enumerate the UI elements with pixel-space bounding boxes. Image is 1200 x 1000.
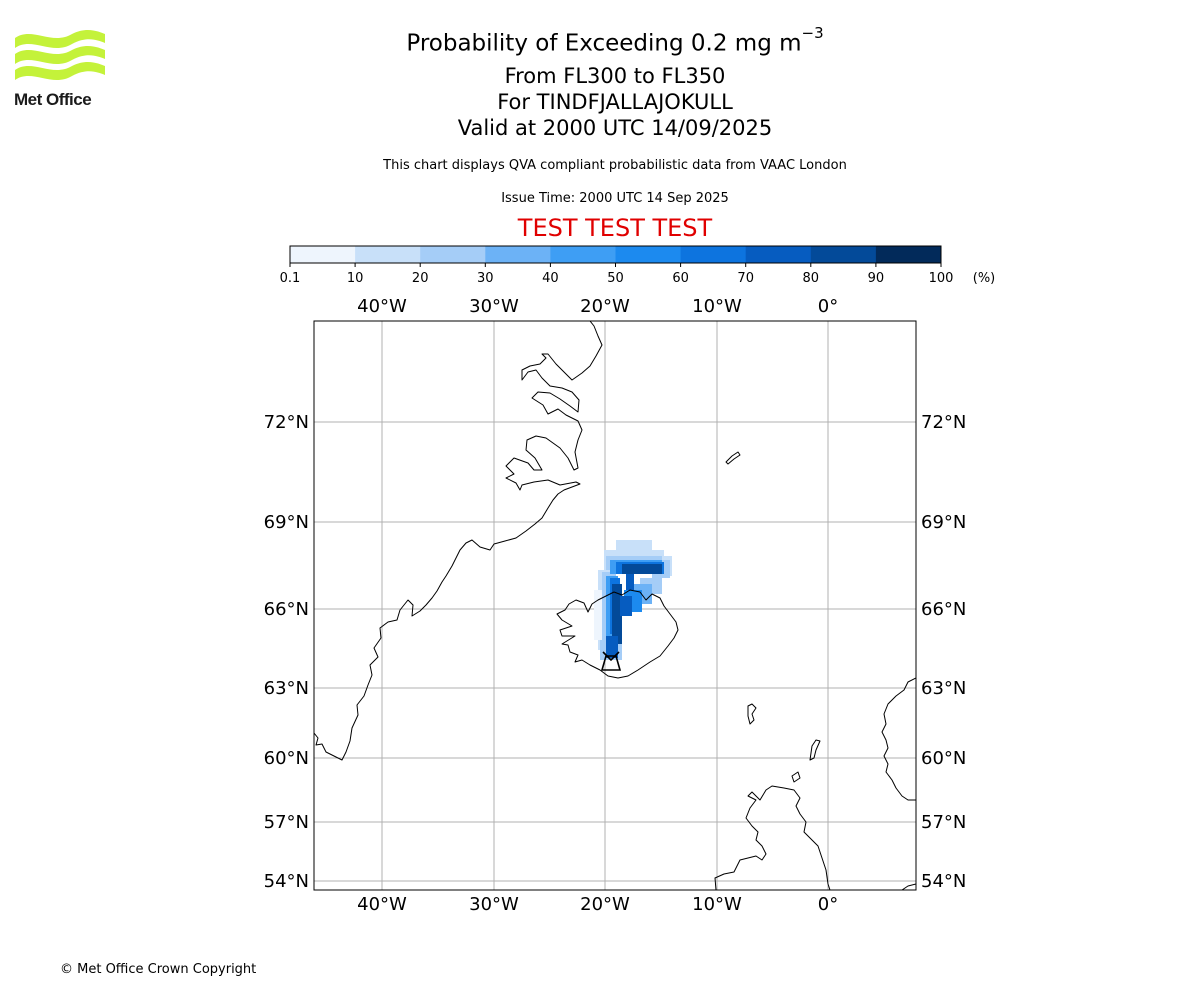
longitude-label: 0°: [818, 894, 838, 915]
plume-cell: [620, 596, 632, 616]
colorbar-cell: [550, 246, 616, 263]
colorbar-tick-label: 20: [412, 271, 429, 286]
colorbar-tick-label: 10: [347, 271, 364, 286]
colorbar-cell: [810, 246, 877, 263]
latitude-label: 69°N: [264, 512, 309, 533]
latitude-label: 60°N: [264, 748, 309, 769]
jan-mayen-coastline: [725, 451, 741, 465]
colorbar-cell: [355, 246, 421, 263]
latitude-labels-right: 72°N 69°N 66°N 63°N 60°N 57°N 54°N: [921, 412, 966, 892]
shetland-coastline: [809, 739, 821, 761]
latitude-label: 60°N: [921, 748, 966, 769]
greenland-coastline: [314, 321, 603, 761]
colorbar-cell: [290, 246, 356, 263]
orkney-coastline: [791, 771, 801, 783]
flight-level-range: From FL300 to FL350: [504, 64, 726, 88]
met-office-logo: Met Office: [12, 28, 112, 114]
longitude-label: 10°W: [692, 894, 742, 915]
ash-plume: [594, 540, 672, 660]
plume-cell: [626, 574, 634, 590]
denmark-coastline: [901, 883, 916, 890]
logo-text: Met Office: [14, 90, 92, 109]
latitude-label: 63°N: [921, 678, 966, 699]
colorbar-tick-label: 0.1: [280, 271, 301, 286]
colorbar-tick-label: 30: [477, 271, 494, 286]
plume-cell: [594, 590, 602, 640]
colorbar-tick-label: 100: [929, 271, 954, 286]
longitude-label: 30°W: [469, 894, 519, 915]
latitude-label: 54°N: [264, 871, 309, 892]
latitude-label: 66°N: [921, 599, 966, 620]
colorbar-cell: [420, 246, 486, 263]
colorbar-cell: [875, 246, 942, 263]
chart-description: This chart displays QVA compliant probab…: [383, 158, 847, 173]
chart-title-exponent: −3: [801, 24, 824, 42]
colorbar: 0.1 10 20 30 40 50 60 70 80 90 100 (%): [280, 245, 996, 286]
volcano-marker: [600, 651, 622, 671]
latitude-label: 66°N: [264, 599, 309, 620]
copyright-notice: © Met Office Crown Copyright: [60, 962, 257, 977]
latitude-label: 69°N: [921, 512, 966, 533]
latitude-label: 72°N: [264, 412, 309, 433]
issue-time: Issue Time: 2000 UTC 14 Sep 2025: [501, 191, 729, 206]
scotland-coastline: [714, 785, 831, 890]
test-banner: TEST TEST TEST: [517, 214, 713, 242]
chart-title-text: Probability of Exceeding 0.2 mg m: [406, 30, 802, 57]
latitude-label: 72°N: [921, 412, 966, 433]
colorbar-cell: [680, 246, 747, 263]
plume-cell: [606, 636, 618, 658]
colorbar-tick-label: 80: [803, 271, 820, 286]
colorbar-tick-label: 40: [542, 271, 559, 286]
latitude-label: 54°N: [921, 871, 966, 892]
volcano-name: For TINDFJALLAJOKULL: [497, 90, 733, 114]
valid-time: Valid at 2000 UTC 14/09/2025: [457, 116, 773, 140]
latitude-labels-left: 72°N 69°N 66°N 63°N 60°N 57°N 54°N: [264, 412, 309, 892]
longitude-label: 30°W: [469, 296, 519, 317]
colorbar-cell: [745, 246, 812, 263]
plume-cell: [612, 584, 622, 644]
longitude-label: 40°W: [357, 296, 407, 317]
colorbar-tick-label: 70: [737, 271, 754, 286]
longitude-label: 10°W: [692, 296, 742, 317]
latitude-label: 57°N: [921, 812, 966, 833]
colorbar-tick-label: 60: [672, 271, 689, 286]
colorbar-cell: [485, 246, 551, 263]
iceland-coastline: [556, 589, 679, 679]
longitude-label: 40°W: [357, 894, 407, 915]
colorbar-tick-label: 90: [868, 271, 885, 286]
colorbar-tick-label: 50: [607, 271, 624, 286]
longitude-labels-top: 40°W 30°W 20°W 10°W 0°: [357, 296, 838, 317]
longitude-label: 20°W: [580, 894, 630, 915]
colorbar-unit: (%): [973, 271, 996, 286]
map: 40°W 30°W 20°W 10°W 0° 40°W 30°W 20°W 10°W 0° 72…: [264, 296, 967, 915]
longitude-label: 20°W: [580, 296, 630, 317]
longitude-labels-bottom: 40°W 30°W 20°W 10°W 0°: [357, 894, 838, 915]
norway-coastline: [881, 677, 916, 801]
plume-cell: [622, 564, 662, 574]
longitude-label: 0°: [818, 296, 838, 317]
latitude-label: 63°N: [264, 678, 309, 699]
colorbar-cell: [615, 246, 682, 263]
met-office-waves-icon: [15, 29, 105, 80]
faroe-islands-coastline: [747, 703, 757, 725]
plume-cell: [616, 540, 652, 552]
latitude-label: 57°N: [264, 812, 309, 833]
chart-title: Probability of Exceeding 0.2 mg m−3: [365, 24, 865, 57]
